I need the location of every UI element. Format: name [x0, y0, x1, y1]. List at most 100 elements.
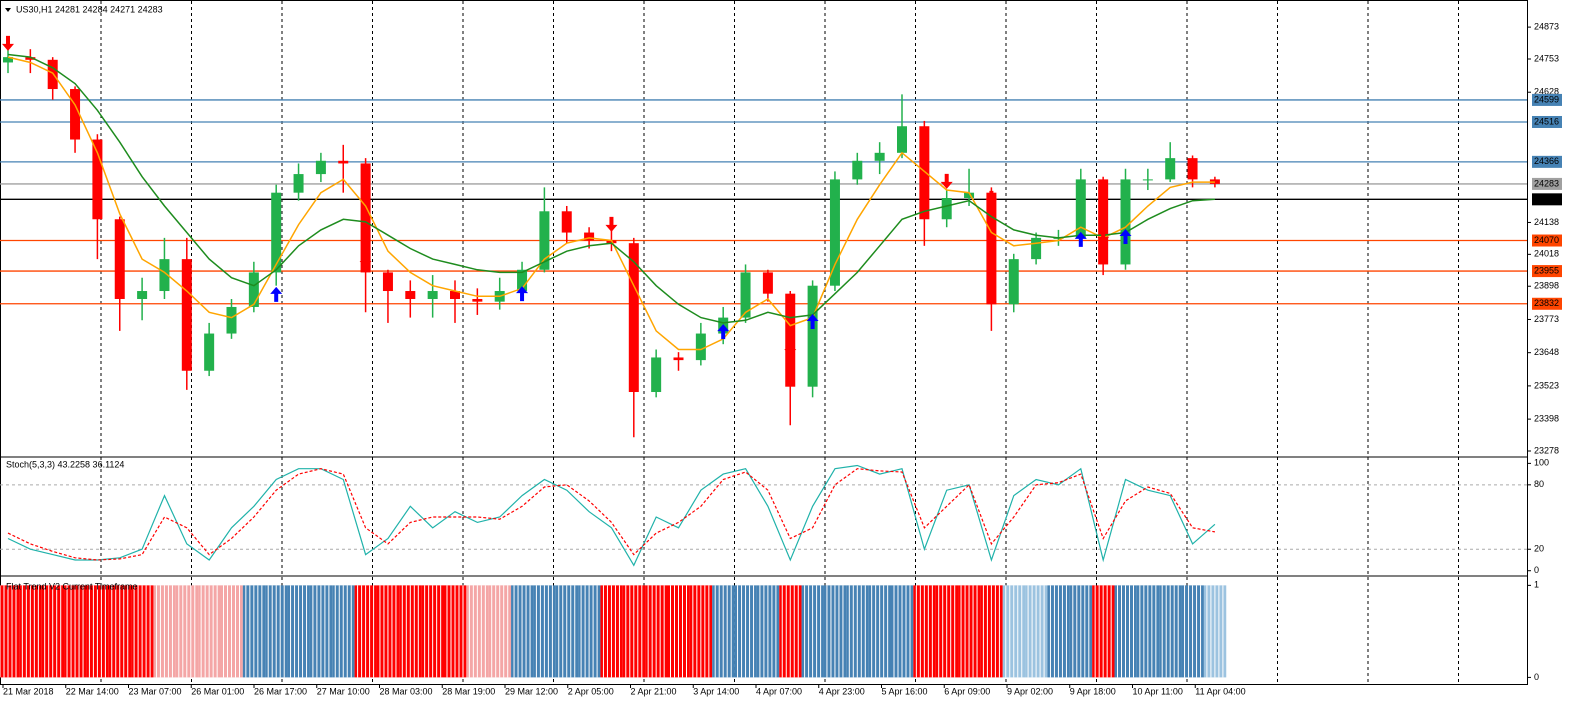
trend-bar: [0, 585, 20, 678]
x-tick-label: 2 Apr 21:00: [631, 686, 677, 696]
x-tick-label: 29 Mar 12:00: [505, 686, 558, 696]
candle-body: [226, 306, 237, 334]
candle-body: [450, 291, 460, 299]
level-label-bg: [1532, 177, 1562, 190]
candle-body: [807, 285, 818, 387]
chart-title: US30,H1 24281 24284 24271 24283: [16, 4, 163, 14]
level-label-bg: [1532, 234, 1562, 247]
level-label: 23832: [1534, 298, 1559, 308]
candle-body: [293, 174, 304, 193]
candle-body: [1031, 237, 1042, 260]
candle-body: [897, 126, 907, 153]
buy-arrow: [1119, 228, 1132, 244]
x-tick-label: 21 Mar 2018: [3, 686, 54, 696]
candle-body: [472, 298, 483, 302]
x-tick-label: 27 Mar 10:00: [317, 686, 370, 696]
candle-body: [986, 192, 997, 305]
level-label: 24070: [1534, 235, 1559, 245]
candle-body: [1008, 259, 1019, 305]
level-label: 23955: [1534, 265, 1559, 275]
y-tick-label: 24018: [1534, 249, 1559, 259]
y-tick-label: 23898: [1534, 281, 1559, 291]
moving-average: [7, 53, 1215, 324]
candle-body: [762, 272, 773, 294]
candle-body: [271, 192, 282, 273]
candle-body: [628, 243, 639, 393]
moving-average: [7, 56, 1215, 351]
x-tick-label: 4 Apr 23:00: [819, 686, 865, 696]
candle-body: [181, 259, 192, 371]
y-tick-label: 24628: [1534, 87, 1559, 97]
candle-body: [785, 293, 796, 387]
level-label-bg: [1532, 297, 1562, 310]
candle-body: [70, 89, 81, 140]
x-tick-label: 22 Mar 14:00: [66, 686, 119, 696]
level-label: 24283: [1534, 178, 1559, 188]
y-tick-label: 24138: [1534, 217, 1559, 227]
candle-body: [92, 139, 103, 220]
candle-body: [159, 259, 170, 292]
candle-body: [584, 232, 595, 241]
level-label-bg: [1532, 265, 1562, 278]
x-tick-label: 28 Mar 19:00: [442, 686, 495, 696]
candle-body: [405, 291, 416, 299]
x-tick-label: 9 Apr 02:00: [1007, 686, 1053, 696]
sell-arrow: [985, 190, 998, 206]
candle-body: [695, 333, 706, 361]
y-tick-label: 20: [1534, 544, 1544, 554]
candle-body: [1075, 179, 1086, 238]
sell-arrow: [605, 216, 618, 232]
level-label-bg: [1532, 93, 1562, 106]
candle-body: [427, 291, 438, 299]
level-label: 24225: [1534, 194, 1559, 204]
level-label: 24366: [1534, 156, 1559, 166]
candle-body: [382, 272, 393, 292]
buy-arrow: [516, 286, 529, 302]
indicator-title: Flat Trend V2 Current Timeframe: [6, 581, 138, 591]
candle-body: [114, 219, 125, 299]
y-tick-label: 23523: [1534, 380, 1559, 390]
candle-body: [539, 211, 550, 270]
x-tick-label: 23 Mar 07:00: [129, 686, 182, 696]
candle-body: [852, 160, 863, 180]
y-tick-label: 1: [1534, 580, 1539, 590]
y-tick-label: 0: [1534, 672, 1539, 682]
candle-body: [1165, 158, 1176, 180]
indicator-title: Stoch(5,3,3) 43.2258 36.1124: [6, 459, 124, 469]
buy-arrow: [806, 313, 819, 329]
x-tick-label: 28 Mar 03:00: [380, 686, 433, 696]
sell-arrow: [784, 341, 797, 357]
y-tick-label: 0: [1534, 565, 1539, 575]
level-label: 24516: [1534, 116, 1559, 126]
candle-body: [941, 197, 952, 220]
candle-body: [360, 163, 371, 273]
plot-frame: [0, 0, 1528, 685]
candle-body: [47, 59, 58, 90]
x-tick-label: 11 Apr 04:00: [1195, 686, 1245, 696]
candle-body: [25, 57, 36, 60]
x-tick-label: 26 Mar 17:00: [254, 686, 307, 696]
y-tick-label: 100: [1534, 458, 1549, 468]
candle-body: [1142, 179, 1153, 181]
candle-body: [829, 179, 840, 286]
candle-body: [740, 272, 751, 318]
level-label-bg: [1532, 155, 1562, 168]
y-tick-label: 24873: [1534, 21, 1559, 31]
sell-arrow: [940, 173, 953, 189]
x-tick-label: 3 Apr 14:00: [693, 686, 739, 696]
sell-arrow: [2, 35, 14, 51]
y-tick-label: 80: [1534, 479, 1544, 489]
x-tick-label: 2 Apr 05:00: [568, 686, 614, 696]
x-tick-label: 4 Apr 07:00: [756, 686, 802, 696]
y-tick-label: 23398: [1534, 413, 1559, 423]
candle-body: [964, 192, 975, 198]
x-tick-label: 6 Apr 09:00: [944, 686, 990, 696]
sell-arrow: [359, 253, 372, 269]
candle-body: [874, 152, 885, 161]
candle-body: [204, 333, 215, 371]
x-tick-label: 5 Apr 16:00: [882, 686, 928, 696]
sell-arrow: [1097, 228, 1110, 244]
candle-body: [1187, 158, 1198, 180]
candle-body: [248, 272, 259, 307]
